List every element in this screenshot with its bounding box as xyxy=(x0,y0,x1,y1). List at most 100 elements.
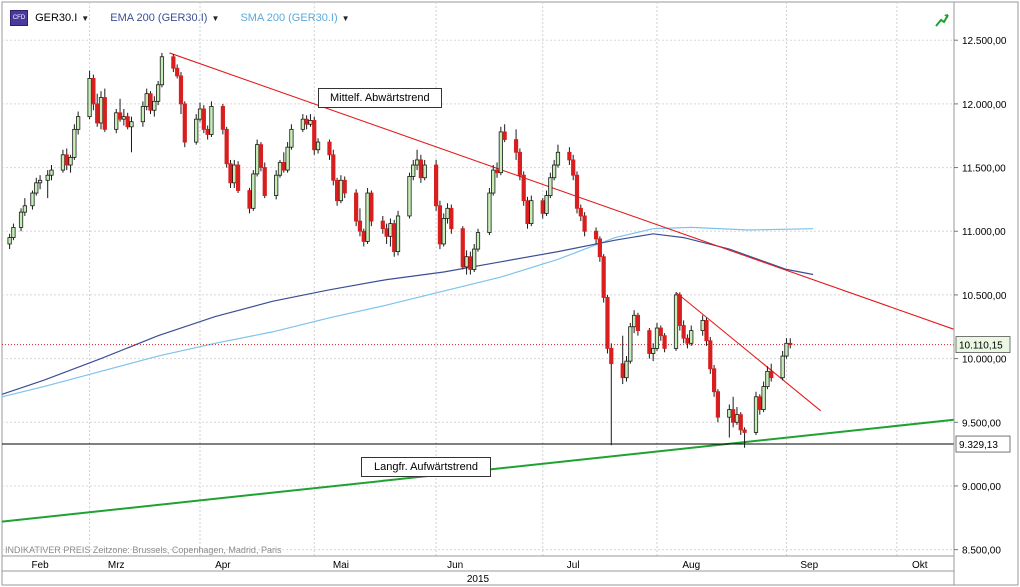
candle-79[interactable] xyxy=(434,159,439,211)
candle-85[interactable] xyxy=(464,250,469,275)
candle-43[interactable] xyxy=(235,161,241,194)
candle-131[interactable] xyxy=(708,336,713,374)
candle-128[interactable] xyxy=(689,325,694,346)
candle-107[interactable] xyxy=(578,204,583,222)
candle-135[interactable] xyxy=(731,396,736,428)
candle-38[interactable] xyxy=(209,101,214,137)
candle-23[interactable] xyxy=(129,116,134,153)
candle-46[interactable] xyxy=(255,139,260,177)
candle-0[interactable] xyxy=(7,233,12,250)
candle-57[interactable] xyxy=(312,116,317,155)
candle-120[interactable] xyxy=(651,343,656,362)
candle-103[interactable] xyxy=(555,144,561,168)
candle-62[interactable] xyxy=(338,175,344,204)
candle-92[interactable] xyxy=(498,126,503,176)
candle-78[interactable] xyxy=(422,159,427,181)
candle-132[interactable] xyxy=(711,364,717,397)
candle-32[interactable] xyxy=(178,72,184,115)
candle-123[interactable] xyxy=(662,333,667,353)
sma-dropdown-icon[interactable]: ▼ xyxy=(341,13,350,23)
candle-129[interactable] xyxy=(700,315,705,336)
candle-102[interactable] xyxy=(552,159,557,181)
candle-91[interactable] xyxy=(494,162,500,178)
candle-111[interactable] xyxy=(601,254,606,303)
candle-118[interactable] xyxy=(635,312,641,336)
trendline-1[interactable] xyxy=(675,291,822,412)
candle-95[interactable] xyxy=(517,148,522,181)
candle-82[interactable] xyxy=(445,203,450,224)
ema-indicator-label[interactable]: EMA 200 (GER30.I) xyxy=(110,11,208,24)
candle-124[interactable] xyxy=(673,292,679,351)
candle-10[interactable] xyxy=(64,148,69,171)
candle-30[interactable] xyxy=(171,54,176,73)
candle-27[interactable] xyxy=(152,96,157,117)
candle-39[interactable] xyxy=(220,103,225,135)
candle-106[interactable] xyxy=(574,171,580,214)
candle-18[interactable] xyxy=(102,88,107,132)
candle-144[interactable] xyxy=(780,350,785,381)
candle-45[interactable] xyxy=(251,170,256,211)
candle-42[interactable] xyxy=(232,159,237,188)
candle-90[interactable] xyxy=(491,165,496,196)
candle-4[interactable] xyxy=(30,190,35,210)
candle-7[interactable] xyxy=(45,170,50,199)
candle-94[interactable] xyxy=(513,129,519,160)
candle-2[interactable] xyxy=(18,208,24,232)
candle-101[interactable] xyxy=(548,172,553,199)
candle-133[interactable] xyxy=(715,389,721,423)
candle-134[interactable] xyxy=(727,404,732,438)
candle-36[interactable] xyxy=(201,105,206,134)
candle-86[interactable] xyxy=(468,251,473,275)
candle-51[interactable] xyxy=(281,152,286,173)
candle-99[interactable] xyxy=(540,198,545,219)
candle-53[interactable] xyxy=(289,124,294,150)
candle-47[interactable] xyxy=(258,142,264,172)
candle-26[interactable] xyxy=(148,91,153,115)
candle-56[interactable] xyxy=(308,114,313,127)
candle-105[interactable] xyxy=(571,154,576,181)
candle-60[interactable] xyxy=(331,149,336,186)
candle-130[interactable] xyxy=(704,317,709,346)
candle-110[interactable] xyxy=(597,236,602,262)
candle-76[interactable] xyxy=(414,149,420,171)
candle-14[interactable] xyxy=(87,70,92,120)
candle-35[interactable] xyxy=(197,102,203,122)
candle-145[interactable] xyxy=(784,338,789,359)
candle-31[interactable] xyxy=(175,64,180,79)
candle-139[interactable] xyxy=(753,391,759,436)
candle-6[interactable] xyxy=(37,175,43,190)
instrument-dropdown-icon[interactable]: ▼ xyxy=(81,13,90,23)
candle-55[interactable] xyxy=(304,115,309,130)
candle-89[interactable] xyxy=(487,187,492,236)
candle-77[interactable] xyxy=(418,154,423,183)
candle-68[interactable] xyxy=(369,190,374,227)
trendline-0[interactable] xyxy=(169,52,955,330)
candle-24[interactable] xyxy=(140,101,145,127)
cfd-icon[interactable]: CFD xyxy=(10,10,28,26)
candle-72[interactable] xyxy=(392,219,397,257)
candle-21[interactable] xyxy=(121,108,126,126)
candle-126[interactable] xyxy=(681,320,686,344)
candle-73[interactable] xyxy=(395,210,401,256)
ema-dropdown-icon[interactable]: ▼ xyxy=(211,13,220,23)
candle-115[interactable] xyxy=(624,356,629,382)
candle-83[interactable] xyxy=(449,204,454,234)
candle-12[interactable] xyxy=(72,124,77,160)
candle-80[interactable] xyxy=(437,200,443,250)
candle-44[interactable] xyxy=(247,187,252,214)
candle-112[interactable] xyxy=(605,294,610,354)
candle-98[interactable] xyxy=(529,195,534,227)
candle-17[interactable] xyxy=(98,91,104,130)
candle-146[interactable] xyxy=(788,338,793,349)
candle-19[interactable] xyxy=(114,108,119,134)
candle-54[interactable] xyxy=(300,114,305,132)
candle-81[interactable] xyxy=(441,213,446,247)
candle-114[interactable] xyxy=(620,335,625,385)
candle-108[interactable] xyxy=(582,212,587,237)
candle-75[interactable] xyxy=(411,159,416,181)
candle-109[interactable] xyxy=(593,227,599,244)
candle-8[interactable] xyxy=(49,165,54,181)
candle-61[interactable] xyxy=(335,177,340,206)
candle-143[interactable] xyxy=(769,363,774,382)
